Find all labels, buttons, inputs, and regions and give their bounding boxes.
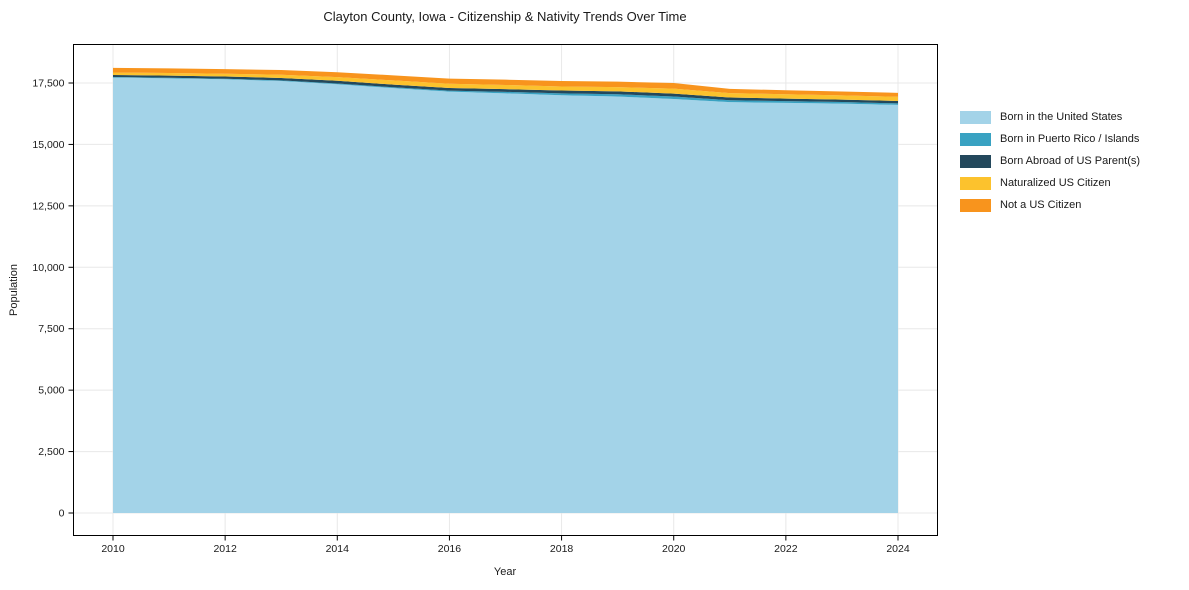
legend-swatch bbox=[960, 198, 991, 212]
legend-label: Naturalized US Citizen bbox=[1000, 177, 1111, 189]
legend-item: Born Abroad of US Parent(s) bbox=[960, 150, 1140, 172]
y-tick-label: 5,000 bbox=[38, 385, 64, 397]
x-tick-label: 2012 bbox=[213, 543, 237, 555]
legend-label: Born Abroad of US Parent(s) bbox=[1000, 155, 1141, 167]
area-series-2 bbox=[113, 76, 898, 105]
x-tick-label: 2024 bbox=[886, 543, 910, 555]
y-tick-label: 12,500 bbox=[32, 200, 64, 212]
x-tick-label: 2020 bbox=[662, 543, 686, 555]
legend-label: Born in the United States bbox=[1000, 111, 1123, 123]
legend-item: Naturalized US Citizen bbox=[960, 172, 1140, 194]
legend-label: Not a US Citizen bbox=[1000, 199, 1082, 211]
y-tick-label: 2,500 bbox=[38, 446, 64, 458]
y-tick-label: 7,500 bbox=[38, 323, 64, 335]
x-axis-label: Year bbox=[493, 566, 517, 578]
legend-item: Born in the United States bbox=[960, 106, 1140, 128]
y-axis-label: Population bbox=[8, 264, 20, 316]
area-series-3 bbox=[113, 75, 898, 104]
y-tick-label: 0 bbox=[59, 508, 65, 520]
legend-swatch bbox=[960, 176, 991, 190]
x-tick-label: 2010 bbox=[101, 543, 125, 555]
x-tick-label: 2016 bbox=[438, 543, 462, 555]
plot-border bbox=[73, 44, 938, 536]
area-series-1 bbox=[113, 77, 898, 513]
legend-swatch bbox=[960, 132, 991, 146]
x-tick-label: 2018 bbox=[550, 543, 574, 555]
y-tick-label: 17,500 bbox=[32, 78, 64, 90]
x-tick-label: 2014 bbox=[326, 543, 350, 555]
legend: Born in the United States Born in Puerto … bbox=[960, 106, 1140, 216]
legend-item: Not a US Citizen bbox=[960, 194, 1140, 216]
legend-swatch bbox=[960, 154, 991, 168]
chart-title: Clayton County, Iowa - Citizenship & Nat… bbox=[323, 9, 687, 24]
y-tick-label: 10,000 bbox=[32, 262, 64, 274]
legend-item: Born in Puerto Rico / Islands bbox=[960, 128, 1140, 150]
x-tick-label: 2022 bbox=[774, 543, 798, 555]
area-series-4 bbox=[113, 72, 898, 101]
area-series-5 bbox=[113, 67, 898, 97]
y-tick-label: 15,000 bbox=[32, 139, 64, 151]
legend-label: Born in Puerto Rico / Islands bbox=[1000, 133, 1140, 145]
legend-swatch bbox=[960, 110, 991, 124]
